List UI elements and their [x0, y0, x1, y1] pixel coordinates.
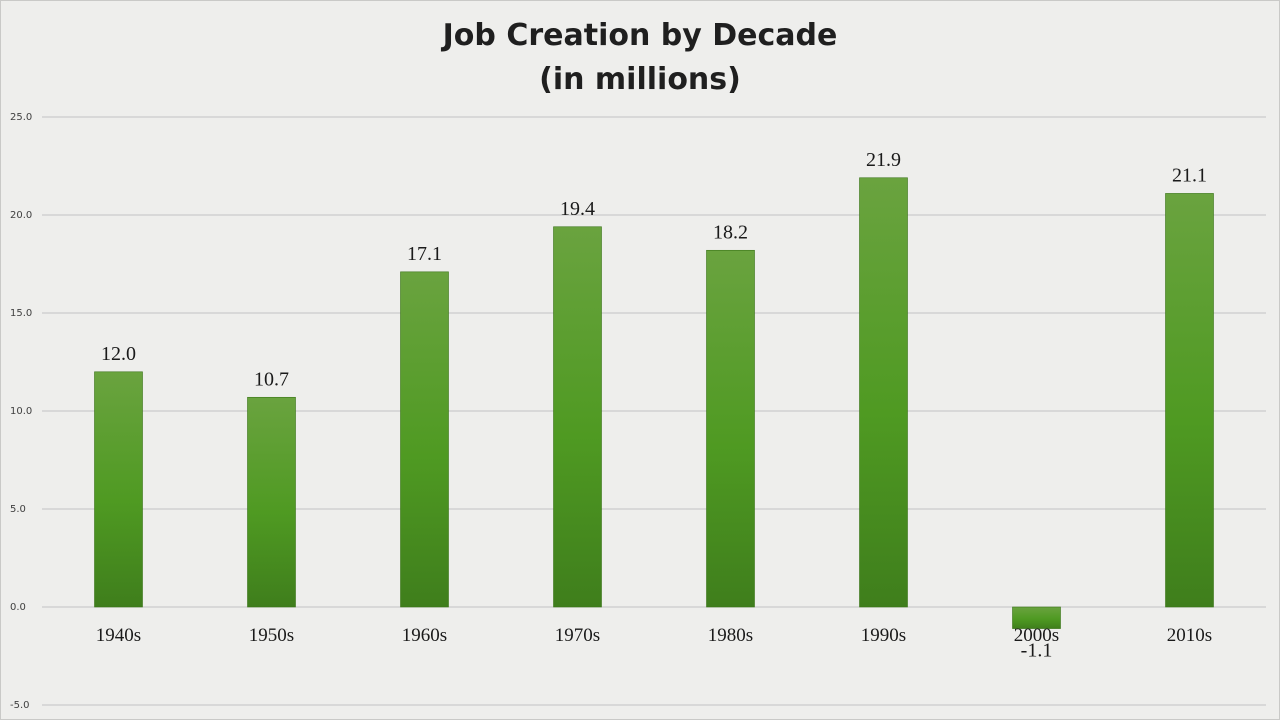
bar-2000s: [1012, 606, 1061, 629]
data-label: 10.7: [254, 368, 289, 390]
data-label: 21.9: [866, 149, 901, 171]
chart-subtitle: (in millions): [539, 62, 741, 97]
bar-1940s: [94, 371, 143, 608]
x-category-label: 1980s: [708, 625, 753, 646]
x-category-label: 1990s: [861, 625, 906, 646]
gridlines: [42, 116, 1266, 706]
bar-1950s: [247, 396, 296, 608]
data-label: 21.1: [1172, 164, 1207, 186]
bar-1990s: [859, 177, 908, 608]
bar-1970s: [553, 226, 602, 608]
x-category-label: 1970s: [555, 625, 600, 646]
bar-1980s: [706, 249, 755, 608]
x-category-label: 1940s: [96, 625, 141, 646]
labels: 25.0 20.0 15.0 10.0 5.0 0.0 -5.0 1940s 12.0 1950s…: [10, 112, 1212, 711]
x-category-label: 1960s: [402, 625, 447, 646]
data-label: 12.0: [101, 343, 136, 365]
data-label: 19.4: [560, 198, 595, 220]
y-tick-label: 15.0: [10, 308, 32, 319]
bar-1960s: [400, 271, 449, 608]
chart-title-block: Job Creation by Decade (in millions): [0, 14, 1280, 102]
y-tick-label: 10.0: [10, 406, 32, 417]
y-tick-label: 25.0: [10, 112, 32, 123]
bar-2010s: [1165, 193, 1214, 608]
x-category-label: 2010s: [1167, 625, 1212, 646]
y-tick-label: 20.0: [10, 210, 32, 221]
y-tick-label: -5.0: [10, 700, 30, 711]
data-label: 17.1: [407, 243, 442, 265]
y-tick-label: 0.0: [10, 602, 26, 613]
y-tick-label: 5.0: [10, 504, 26, 515]
chart-title: Job Creation by Decade: [442, 18, 838, 53]
bars: [94, 177, 1214, 629]
data-label: -1.1: [1021, 640, 1053, 662]
data-label: 18.2: [713, 221, 748, 243]
x-category-label: 2000s: [1014, 625, 1059, 646]
x-category-label: 1950s: [249, 625, 294, 646]
